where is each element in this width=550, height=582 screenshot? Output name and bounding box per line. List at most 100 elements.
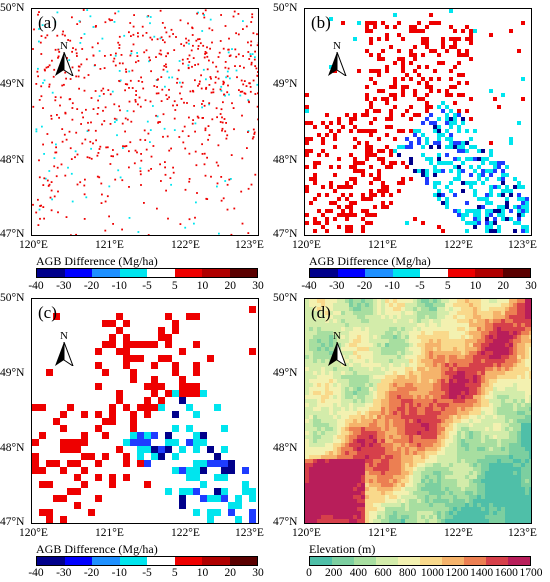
elevation-cell [341, 471, 345, 475]
elevation-cell [345, 447, 349, 451]
diff-cell [193, 369, 200, 376]
elevation-cell [477, 299, 481, 303]
elevation-cell [397, 379, 401, 383]
elevation-cell [373, 387, 377, 391]
elevation-cell [321, 343, 325, 347]
elevation-cell [381, 379, 385, 383]
elevation-cell [497, 403, 501, 407]
elevation-cell [525, 359, 529, 363]
elevation-cell [465, 515, 469, 519]
elevation-cell [437, 443, 441, 447]
diff-cell [449, 85, 453, 89]
elevation-cell [397, 363, 401, 367]
elevation-cell [309, 299, 313, 303]
elevation-cell [317, 387, 321, 391]
elevation-cell [409, 411, 413, 415]
diff-pixel [124, 130, 126, 133]
elevation-cell [497, 415, 501, 419]
diff-cell [377, 137, 381, 141]
elevation-cell [529, 423, 531, 427]
elevation-cell [361, 319, 365, 323]
diff-cell [465, 81, 469, 85]
elevation-cell [337, 311, 341, 315]
elevation-cell [333, 495, 337, 499]
lon-tick: 120°E [292, 239, 321, 251]
diff-cell [521, 229, 525, 233]
elevation-cell [329, 311, 333, 315]
diff-cell [429, 145, 433, 149]
diff-pixel [216, 182, 219, 185]
diff-pixel [221, 121, 224, 124]
elevation-cell [469, 435, 473, 439]
elevation-cell [373, 499, 377, 503]
elevation-cell [421, 395, 425, 399]
diff-pixel [104, 55, 106, 57]
elevation-cell [413, 487, 417, 491]
elevation-cell [321, 483, 325, 487]
elevation-cell [437, 455, 441, 459]
diff-pixel [92, 108, 95, 110]
diff-pixel [38, 159, 40, 162]
elevation-cell [461, 315, 465, 319]
diff-pixel [254, 56, 256, 59]
elevation-cell [501, 339, 505, 343]
diff-cell [109, 411, 116, 418]
elevation-cell [329, 395, 333, 399]
elevation-cell [433, 431, 437, 435]
diff-pixel [222, 80, 225, 83]
elevation-cell [309, 391, 313, 395]
elevation-cell [321, 303, 325, 307]
elevation-cell [449, 475, 453, 479]
elevation-cell [369, 491, 373, 495]
elevation-cell [525, 431, 529, 435]
elevation-cell [433, 411, 437, 415]
lat-tick: 49°N [273, 78, 298, 90]
diff-pixel [223, 93, 225, 96]
diff-cell [393, 13, 397, 17]
elevation-cell [353, 363, 357, 367]
diff-pixel [48, 85, 51, 88]
elevation-cell [321, 475, 325, 479]
diff-cell [102, 418, 109, 425]
elevation-cell [365, 327, 369, 331]
elevation-cell [349, 483, 353, 487]
elevation-cell [409, 367, 413, 371]
elevation-cell [441, 323, 445, 327]
elevation-cell [313, 419, 317, 423]
elevation-cell [417, 483, 421, 487]
elevation-cell [309, 459, 313, 463]
diff-cell [449, 109, 453, 113]
elevation-cell [357, 507, 361, 511]
elevation-cell [441, 335, 445, 339]
elevation-cell [509, 419, 513, 423]
elevation-cell [393, 427, 397, 431]
elevation-cell [485, 491, 489, 495]
elevation-cell [453, 443, 457, 447]
elevation-cell [457, 511, 461, 515]
elevation-cell [521, 387, 525, 391]
elevation-cell [345, 327, 349, 331]
elevation-cell [429, 491, 433, 495]
diff-cell [397, 33, 401, 37]
elevation-cell [473, 391, 477, 395]
diff-pixel [75, 75, 78, 78]
elevation-cell [437, 431, 441, 435]
diff-cell [413, 113, 417, 117]
diff-pixel [108, 215, 110, 218]
elevation-cell [489, 399, 493, 403]
elevation-cell [529, 391, 531, 395]
diff-cell [465, 25, 469, 29]
elevation-cell [365, 459, 369, 463]
diff-pixel [161, 22, 164, 24]
elevation-cell [361, 463, 365, 467]
elevation-cell [421, 303, 425, 307]
diff-cell [242, 467, 249, 474]
elevation-cell [501, 355, 505, 359]
diff-cell [517, 205, 521, 209]
elevation-cell [333, 335, 337, 339]
diff-cell [493, 229, 497, 233]
elevation-cell [373, 443, 377, 447]
elevation-cell [341, 307, 345, 311]
elevation-cell [453, 439, 457, 443]
elevation-cell [385, 487, 389, 491]
